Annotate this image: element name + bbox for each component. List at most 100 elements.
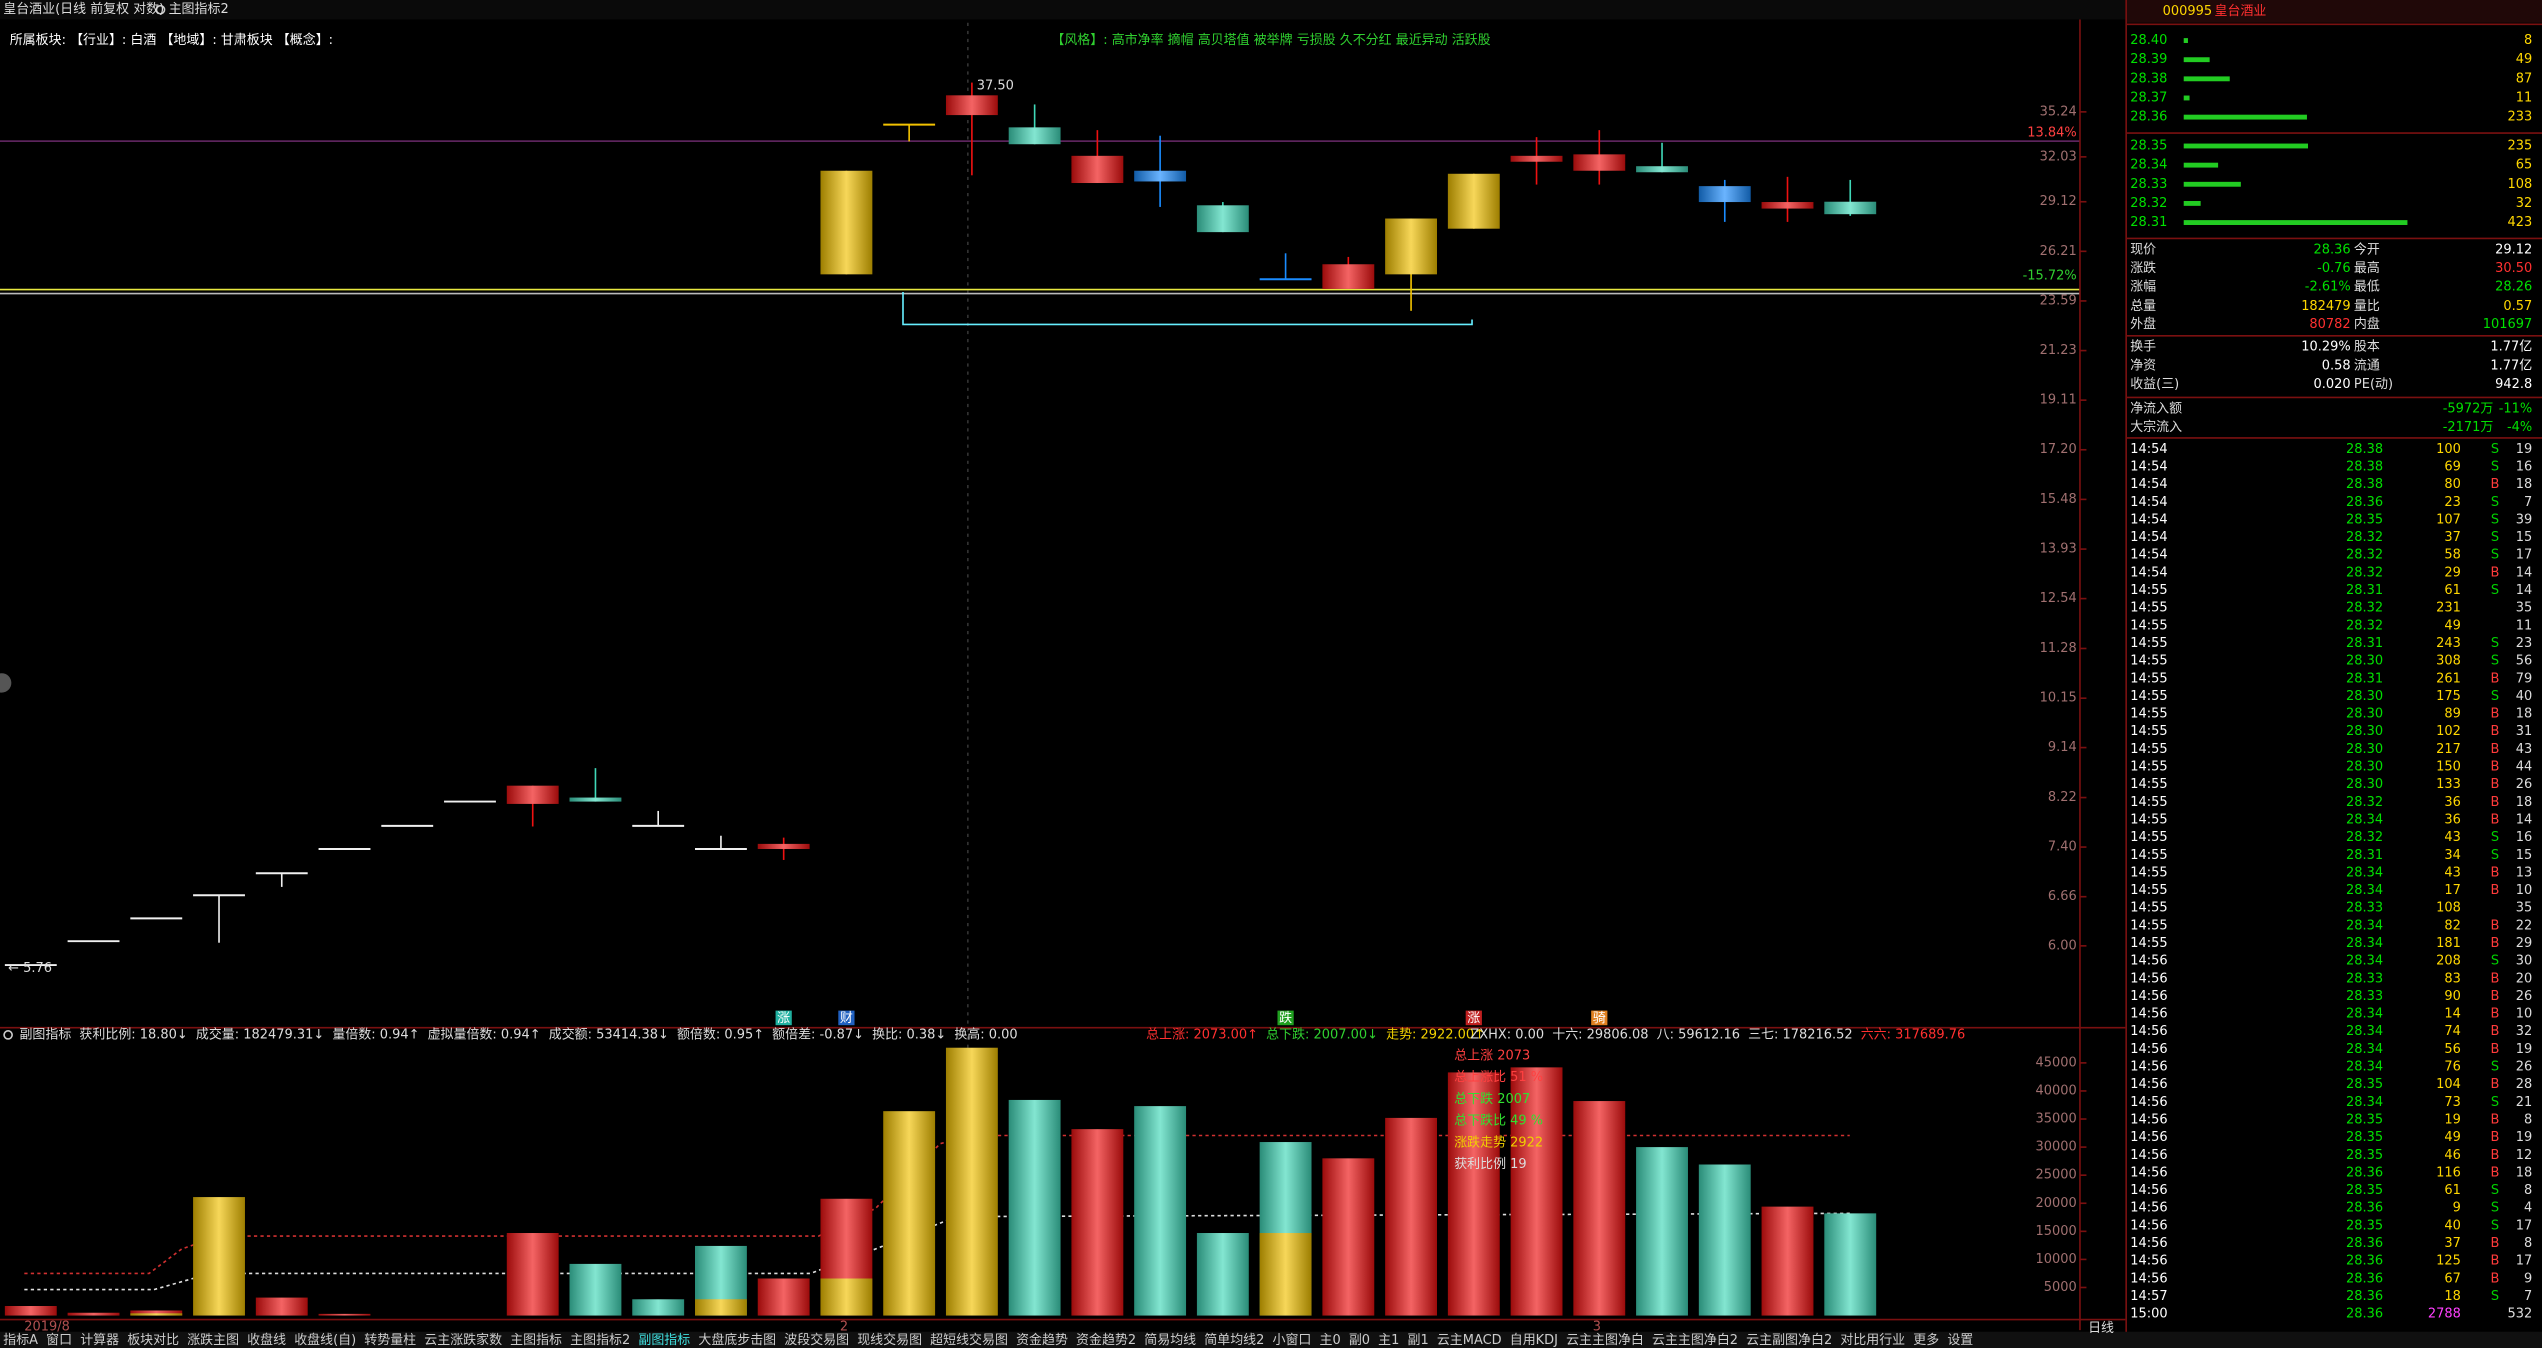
tick-side: S [2491,1060,2499,1075]
tab[interactable]: 副1 [1408,1333,1429,1348]
inner-bar [130,1313,183,1316]
tick-count: 35 [2516,601,2533,616]
tab[interactable]: 主0 [1320,1333,1341,1348]
tick-count: 35 [2516,901,2533,916]
tab[interactable]: 大盘底步击图 [698,1332,776,1348]
candle-body [1071,155,1124,184]
overlay-label: 总上涨 2073 [1454,1049,1530,1064]
price-annotation: ← 5.76 [8,961,52,976]
tick-price: 28.38 [2346,442,2383,457]
y-tick-label: 8.22 [2048,790,2077,805]
tab[interactable]: 超短线交易图 [930,1332,1008,1348]
tick-count: 16 [2516,830,2533,845]
tick-volume: 89 [2444,707,2461,722]
tick-volume: 261 [2436,671,2461,686]
signal-label: 涨 [1467,1011,1480,1026]
tab[interactable]: 波段交易图 [784,1332,849,1348]
y-tick-label: 10.15 [2040,691,2077,706]
book-price: 28.37 [2130,90,2167,105]
tick-side: B [2491,671,2500,686]
side-handle[interactable] [0,673,12,693]
tab[interactable]: 转势量柱 [364,1332,416,1348]
stock-code: 000995 [2163,4,2213,19]
tick-side: B [2491,1254,2500,1269]
tick-side: B [2491,1271,2500,1286]
tick-side: B [2491,795,2500,810]
tab[interactable]: 主图指标2 [570,1333,630,1348]
tick-volume: 208 [2436,954,2461,969]
tick-time: 14:56 [2130,989,2167,1004]
book-price: 28.40 [2130,33,2167,48]
tab[interactable]: 窗口 [46,1332,72,1348]
tab[interactable]: 设置 [1947,1333,1973,1348]
flow-value: -5972万 [2443,401,2494,416]
tick-count: 532 [2508,1307,2533,1322]
tick-side: S [2491,848,2499,863]
tick-volume: 80 [2444,477,2461,492]
tab[interactable]: 云主涨跌家数 [424,1332,502,1348]
tick-price: 28.32 [2346,601,2383,616]
tick-volume: 61 [2444,1183,2461,1198]
bar [1008,1099,1061,1316]
tick-price: 28.31 [2346,671,2383,686]
tab[interactable]: 计算器 [80,1333,119,1348]
tick-time: 14:55 [2130,654,2167,669]
tab[interactable]: 云主副图净白2 [1746,1332,1832,1348]
tab[interactable]: 现线交易图 [857,1332,922,1348]
book-bar [2183,200,2201,206]
tick-volume: 43 [2444,830,2461,845]
tab[interactable]: 指标A [3,1333,38,1348]
tab[interactable]: 资金趋势 [1016,1332,1068,1348]
tick-time: 14:55 [2130,812,2167,827]
quote-label: 流通 [2354,358,2380,373]
tick-count: 4 [2524,1201,2532,1216]
tick-time: 14:54 [2130,565,2167,580]
tab[interactable]: 云主主图净白2 [1652,1332,1738,1348]
tick-side: S [2491,830,2499,845]
period[interactable]: 日线 [2088,1321,2114,1336]
tab[interactable]: 副0 [1349,1333,1370,1348]
tick-side: S [2491,548,2499,563]
quote-label: 总量 [2130,299,2156,314]
tick-side: B [2491,865,2500,880]
tab[interactable]: 主1 [1378,1333,1399,1348]
tick-time: 14:56 [2130,1130,2167,1145]
tab[interactable]: 自用KDJ [1510,1333,1558,1348]
indicator-value: 三七: 178216.52 [1748,1027,1853,1042]
tab[interactable]: 收盘线(自) [294,1332,356,1348]
tick-count: 18 [2516,1165,2533,1180]
book-price: 28.32 [2130,196,2167,211]
tick-time: 14:55 [2130,724,2167,739]
tab[interactable]: 云主主图净白 [1566,1332,1644,1348]
tab[interactable]: 对比用行业 [1840,1333,1905,1348]
indicator-line [24,1212,1850,1291]
tick-count: 39 [2516,512,2533,527]
tick-volume: 43 [2444,865,2461,880]
tick-price: 28.36 [2346,1289,2383,1304]
tab[interactable]: 云主MACD [1437,1333,1502,1348]
tick-price: 28.34 [2346,1042,2383,1057]
tab[interactable]: 涨跌主图 [187,1332,239,1348]
book-bar [2183,38,2188,43]
tab[interactable]: 板块对比 [127,1333,179,1348]
tab[interactable]: 收盘线 [247,1332,286,1348]
book-volume: 87 [2516,71,2533,86]
tick-time: 14:56 [2130,1095,2167,1110]
tick-volume: 125 [2436,1254,2461,1269]
tab[interactable]: 简单均线2 [1204,1332,1264,1348]
tab[interactable]: 简易均线 [1144,1332,1196,1348]
tick-time: 14:55 [2130,636,2167,651]
quote-label: 换手 [2130,340,2156,355]
tab[interactable]: 副图指标 [638,1333,690,1348]
overlay-label: 总上涨比 51 % [1454,1070,1543,1085]
tick-count: 7 [2524,495,2532,510]
indicator-value: 十六: 29806.08 [1552,1027,1648,1042]
candle-body [506,785,559,804]
tick-side: B [2491,742,2500,757]
tab[interactable]: 更多 [1913,1332,1939,1348]
tab[interactable]: 主图指标 [510,1333,562,1348]
tab[interactable]: 资金趋势2 [1076,1332,1136,1348]
bar [1698,1164,1751,1316]
tab[interactable]: 小窗口 [1272,1332,1311,1348]
